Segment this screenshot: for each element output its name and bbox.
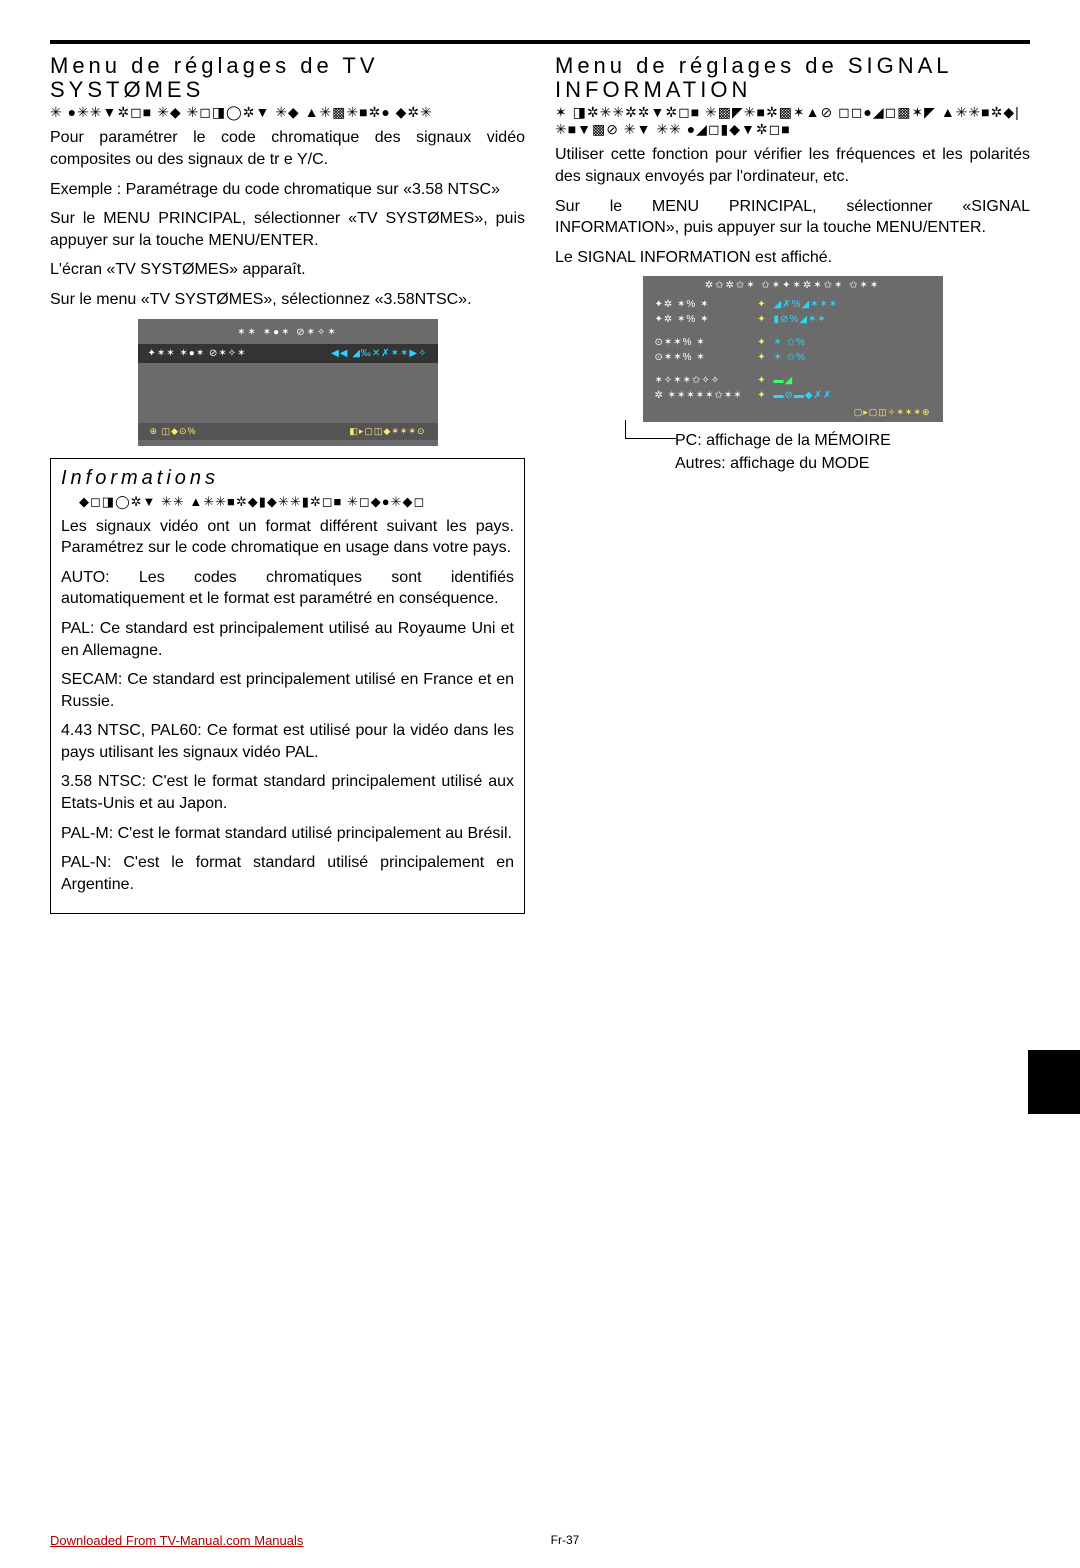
info-p3: PAL: Ce standard est principalement util… — [61, 618, 514, 661]
sig-row: ⊙✶✶% ✶✦✶ ✩% — [655, 350, 931, 365]
sig-row-value: ▬◢ — [774, 373, 931, 388]
page-footer: Downloaded From TV-Manual.com Manuals Fr… — [0, 1533, 1080, 1548]
info-title: Informations — [61, 467, 514, 490]
sig-row-colon: ✦ — [750, 297, 774, 312]
sig-rows: ✦✲ ✶% ✶✦◢✗%◢✶✶✶✦✲ ✶% ✶✦▮⊘%◢✶✶⊙✶✶% ✶✦✶ ✩%… — [643, 295, 943, 407]
callout-connector — [625, 420, 676, 439]
sig-row-colon: ✦ — [750, 350, 774, 365]
left-p2: Exemple : Paramétrage du code chromatiqu… — [50, 179, 525, 201]
top-rule — [50, 40, 1030, 44]
two-column-layout: Menu de réglages de TV SYSTØMES ✳ ●✳✳▼✲◻… — [50, 54, 1030, 914]
tvsys-header: ✶✶ ✶●✶ ⊘✶✧✶ — [138, 325, 438, 344]
tvsys-row-label: ✦✶✶ ✶●✶ ⊘✶✧✶ — [148, 348, 332, 359]
info-p2: AUTO: Les codes chromatiques sont identi… — [61, 567, 514, 610]
sig-header: ✲✩✲✩✶ ✩✶✦✶✲✶✩✶ ✩✶✶ — [643, 276, 943, 295]
info-p6: 3.58 NTSC: C'est le format standard prin… — [61, 771, 514, 814]
info-p4: SECAM: Ce standard est principalement ut… — [61, 669, 514, 712]
sig-spacer — [655, 327, 931, 335]
sig-row-value: ◢✗%◢✶✶✶ — [774, 297, 931, 312]
sig-footer: ▢▸▢◫✧✶✶✶⊕ — [643, 407, 943, 422]
right-column: Menu de réglages de SIGNAL INFORMATION ✶… — [555, 54, 1030, 914]
callout-block: PC: affichage de la MÉMOIRE Autres: affi… — [675, 430, 1030, 475]
sig-row-label: ✦✲ ✶% ✶ — [655, 297, 750, 312]
sig-row-value: ✶ ✩% — [774, 335, 931, 350]
sig-row-label: ⊙✶✶% ✶ — [655, 335, 750, 350]
tv-system-menu-box: ✶✶ ✶●✶ ⊘✶✧✶ ✦✶✶ ✶●✶ ⊘✶✧✶ ◀◀ ◢‰✕✗✶✶▶✧ ⊕ ◫… — [138, 319, 438, 446]
sig-row-label: ⊙✶✶% ✶ — [655, 350, 750, 365]
download-link[interactable]: Downloaded From TV-Manual.com Manuals — [50, 1533, 450, 1548]
right-p1: Utiliser cette fonction pour vérifier le… — [555, 144, 1030, 187]
tvsys-row-value: ◀◀ ◢‰✕✗✶✶▶✧ — [331, 348, 427, 359]
right-p2: Sur le MENU PRINCIPAL, sélectionner «SIG… — [555, 196, 1030, 239]
right-section-title: Menu de réglages de SIGNAL INFORMATION — [555, 54, 1030, 102]
sig-row-colon: ✦ — [750, 388, 774, 403]
signal-info-box: ✲✩✲✩✶ ✩✶✦✶✲✶✩✶ ✩✶✶ ✦✲ ✶% ✶✦◢✗%◢✶✶✶✦✲ ✶% … — [643, 276, 943, 422]
left-sym-subtitle: ✳ ●✳✳▼✲◻■ ✳◆ ✳◻◨◯✲▼ ✳◆ ▲✳▩✳■✲● ◆✲✳ — [50, 104, 525, 121]
sig-row-value: ▬⊘▬◆✗✗ — [774, 388, 931, 403]
right-sym-subtitle: ✶ ◨✲✳✳✲✲▼✲◻■ ✳▩◤✳■✲▩✶▲⊘ ◻◻●◢◻▩✶◤ ▲✳✳■✲◆|… — [555, 104, 1030, 138]
side-tab-black — [1028, 1050, 1080, 1114]
sig-row: ✦✲ ✶% ✶✦◢✗%◢✶✶✶ — [655, 297, 931, 312]
left-p1: Pour paramétrer le code chromatique des … — [50, 127, 525, 170]
tvsys-body — [138, 363, 438, 423]
sig-row-label: ✲ ✶✶✶✶✶✩✶✶ — [655, 388, 750, 403]
sig-row-colon: ✦ — [750, 335, 774, 350]
tvsys-selected-row: ✦✶✶ ✶●✶ ⊘✶✧✶ ◀◀ ◢‰✕✗✶✶▶✧ — [138, 344, 438, 363]
sig-row-colon: ✦ — [750, 373, 774, 388]
sig-row: ✲ ✶✶✶✶✶✩✶✶✦▬⊘▬◆✗✗ — [655, 388, 931, 403]
sig-row-value: ✶ ✩% — [774, 350, 931, 365]
info-sym-line: ◆◻◨◯✲▼ ✳✳ ▲✳✳■✲◆▮◆✳✳▮✲◻■ ✳◻◆●✳◆◻ — [79, 494, 514, 510]
tvsys-footer-right: ◧▸▢◫◆✶✶✶⊙ — [349, 426, 425, 437]
callout-line2: Autres: affichage du MODE — [675, 453, 1030, 475]
left-p4: L'écran «TV SYSTØMES» apparaît. — [50, 259, 525, 281]
sig-row-label: ✶✧✶✶✩✧✧ — [655, 373, 750, 388]
sig-row: ✶✧✶✶✩✧✧✦▬◢ — [655, 373, 931, 388]
tvsys-footer: ⊕ ◫◆⊙% ◧▸▢◫◆✶✶✶⊙ — [138, 423, 438, 440]
left-p3: Sur le MENU PRINCIPAL, sélectionner «TV … — [50, 208, 525, 251]
sig-row-colon: ✦ — [750, 312, 774, 327]
sig-spacer — [655, 365, 931, 373]
sig-row: ⊙✶✶% ✶✦✶ ✩% — [655, 335, 931, 350]
page-number: Fr-37 — [450, 1533, 680, 1548]
right-p3: Le SIGNAL INFORMATION est affiché. — [555, 247, 1030, 269]
left-column: Menu de réglages de TV SYSTØMES ✳ ●✳✳▼✲◻… — [50, 54, 525, 914]
tvsys-footer-left: ⊕ ◫◆⊙% — [150, 426, 197, 437]
info-p1: Les signaux vidéo ont un format différen… — [61, 516, 514, 559]
sig-row: ✦✲ ✶% ✶✦▮⊘%◢✶✶ — [655, 312, 931, 327]
info-p7: PAL-M: C'est le format standard utilisé … — [61, 823, 514, 845]
sig-row-label: ✦✲ ✶% ✶ — [655, 312, 750, 327]
left-p5: Sur le menu «TV SYSTØMES», sélectionnez … — [50, 289, 525, 311]
callout-line1: PC: affichage de la MÉMOIRE — [675, 430, 1030, 452]
left-section-title: Menu de réglages de TV SYSTØMES — [50, 54, 525, 102]
sig-row-value: ▮⊘%◢✶✶ — [774, 312, 931, 327]
info-p5: 4.43 NTSC, PAL60: Ce format est utilisé … — [61, 720, 514, 763]
info-p8: PAL-N: C'est le format standard utilisé … — [61, 852, 514, 895]
informations-box: Informations ◆◻◨◯✲▼ ✳✳ ▲✳✳■✲◆▮◆✳✳▮✲◻■ ✳◻… — [50, 458, 525, 915]
